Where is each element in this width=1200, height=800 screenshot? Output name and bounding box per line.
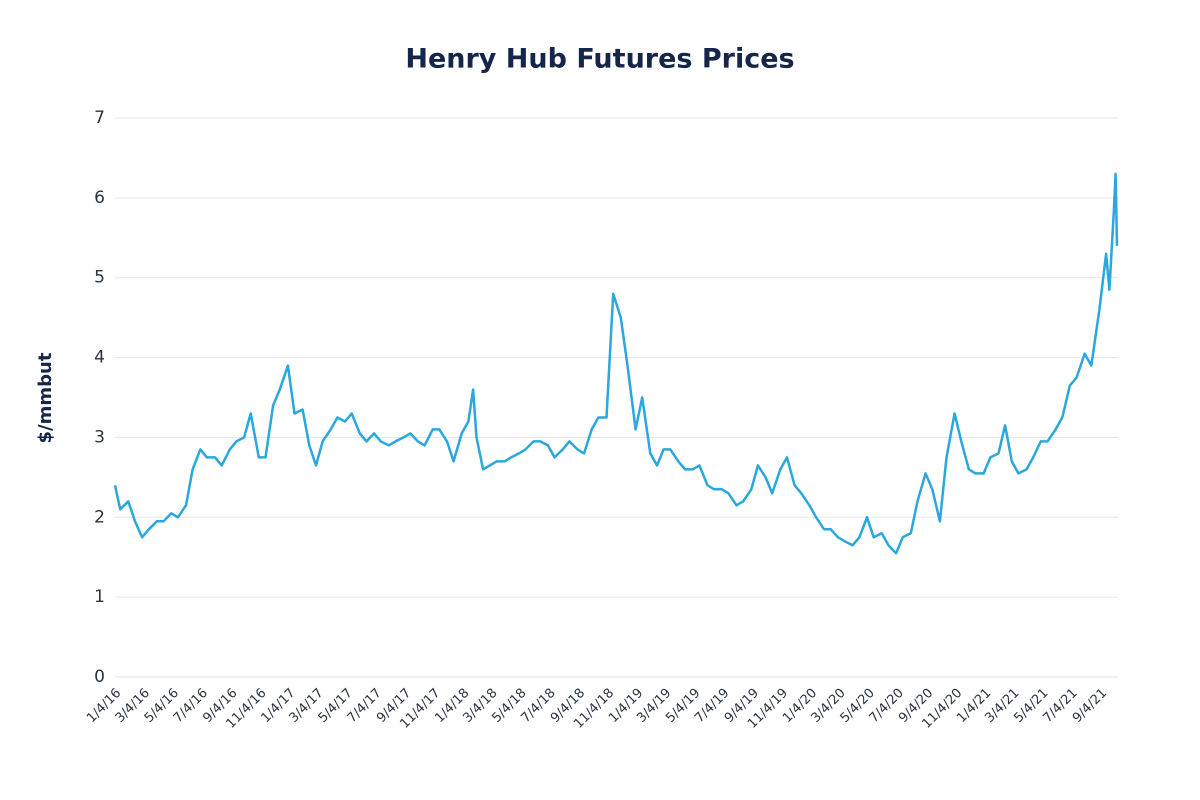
- y-tick-label: 7: [94, 108, 105, 128]
- y-tick-label: 5: [94, 268, 105, 288]
- y-tick-label: 2: [94, 507, 105, 527]
- y-tick-label: 6: [94, 188, 105, 208]
- y-tick-label: 0: [94, 667, 105, 687]
- y-tick-label: 1: [94, 587, 105, 607]
- y-tick-label: 3: [94, 427, 105, 447]
- chart-title: Henry Hub Futures Prices: [405, 44, 794, 75]
- price-line: [113, 172, 1119, 555]
- y-axis-label: $/mmbut: [35, 352, 56, 443]
- y-tick-label: 4: [94, 348, 105, 368]
